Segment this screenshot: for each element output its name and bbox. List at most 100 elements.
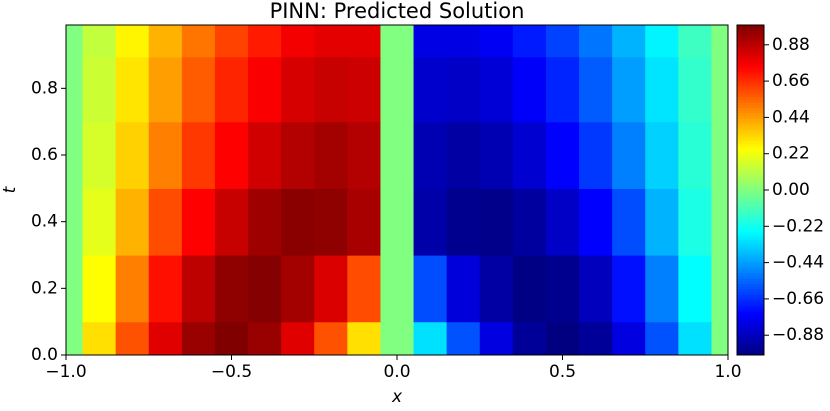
colorbar-step: [737, 80, 764, 84]
colorbar-step: [737, 69, 764, 73]
heatmap-cell: [612, 121, 646, 189]
colorbar-step: [737, 137, 764, 141]
heatmap-cell: [214, 188, 249, 256]
colorbar-step: [737, 91, 764, 95]
colorbar-step: [737, 60, 764, 64]
colorbar-step: [737, 209, 764, 213]
chart-title: PINN: Predicted Solution: [270, 0, 525, 23]
heatmap-cell: [612, 188, 646, 256]
heatmap-cell: [512, 56, 547, 123]
colorbar-step: [737, 201, 764, 205]
colorbar-step: [737, 190, 764, 194]
heatmap-cell: [711, 121, 728, 189]
colorbar-step: [737, 154, 764, 158]
colorbar-step: [737, 38, 764, 42]
heatmap-cell: [380, 321, 415, 355]
colorbar-step: [737, 203, 764, 207]
x-tick-label: 1.0: [714, 362, 741, 382]
y-tick-label: 0.4: [31, 212, 58, 232]
colorbar-step: [737, 291, 764, 295]
colorbar-step: [737, 74, 764, 78]
heatmap-cell: [148, 121, 183, 189]
heatmap-cell: [512, 255, 547, 323]
colorbar-step: [737, 283, 764, 287]
colorbar-step: [737, 124, 764, 128]
colorbar-step: [737, 41, 764, 45]
colorbar-step: [737, 195, 764, 199]
colorbar-step: [737, 275, 764, 279]
heatmap-cell: [545, 56, 580, 123]
heatmap-cell: [545, 121, 580, 189]
colorbar-step: [737, 349, 764, 353]
colorbar-step: [737, 346, 764, 350]
colorbar-step: [737, 247, 764, 251]
colorbar-step: [737, 192, 764, 196]
colorbar-step: [737, 47, 764, 51]
heatmap-cell: [678, 121, 713, 189]
colorbar-step: [737, 327, 764, 331]
heatmap-cell: [579, 25, 613, 58]
colorbar-step: [737, 256, 764, 260]
colorbar-tick-label: 0.88: [772, 35, 810, 55]
heatmap-cell: [579, 255, 613, 323]
heatmap-cell: [115, 121, 150, 189]
heatmap-cell: [545, 188, 580, 256]
heatmap-cell: [479, 56, 514, 123]
colorbar-step: [737, 151, 764, 155]
colorbar-step: [737, 344, 764, 348]
colorbar-step: [737, 27, 764, 31]
colorbar-step: [737, 63, 764, 67]
heatmap-cell: [446, 25, 481, 58]
heatmap-cell: [479, 25, 514, 58]
colorbar-step: [737, 187, 764, 191]
colorbar-step: [737, 170, 764, 174]
colorbar-step: [737, 234, 764, 238]
heatmap-cell: [413, 56, 448, 123]
colorbar-step: [737, 25, 764, 29]
heatmap-cell: [612, 255, 646, 323]
heatmap-cell: [66, 321, 84, 355]
heatmap-cell: [612, 321, 646, 355]
colorbar-step: [737, 272, 764, 276]
heatmap-cell: [678, 321, 713, 355]
colorbar-step: [737, 297, 764, 301]
colorbar-step: [737, 49, 764, 53]
heatmap-cell: [314, 25, 348, 58]
heatmap-cell: [347, 25, 382, 58]
heatmap-cell: [281, 25, 315, 58]
y-tick-label: 0.0: [31, 345, 58, 365]
heatmap-cell: [248, 255, 282, 323]
heatmap-cell: [380, 255, 415, 323]
heatmap-cell: [347, 121, 382, 189]
colorbar-step: [737, 289, 764, 293]
heatmap-cell: [281, 321, 315, 355]
heatmap-cell: [711, 321, 728, 355]
heatmap-cell: [148, 56, 183, 123]
heatmap-cell: [248, 25, 282, 58]
heatmap-cell: [181, 56, 216, 123]
colorbar-step: [737, 77, 764, 81]
colorbar-step: [737, 148, 764, 152]
colorbar-step: [737, 82, 764, 86]
colorbar-step: [737, 330, 764, 334]
colorbar-step: [737, 217, 764, 221]
colorbar-tick-label: 0.00: [772, 180, 810, 200]
heatmap-cell: [579, 56, 613, 123]
colorbar-step: [737, 93, 764, 97]
heatmap-cell: [281, 56, 315, 123]
x-tick-label: −1.0: [45, 362, 86, 382]
colorbar-step: [737, 236, 764, 240]
colorbar-step: [737, 179, 764, 183]
heatmap-cell: [214, 121, 249, 189]
colorbar-step: [737, 126, 764, 130]
heatmap-cell: [413, 255, 448, 323]
heatmap-cell: [115, 255, 150, 323]
y-tick-label: 0.6: [31, 145, 58, 165]
heatmap-cell: [678, 255, 713, 323]
heatmap-cell: [314, 56, 348, 123]
colorbar-tick-label: −0.66: [772, 289, 824, 309]
heatmap-cell: [115, 321, 150, 355]
heatmap-cell: [512, 121, 547, 189]
colorbar-tick-label: 0.66: [772, 71, 810, 91]
